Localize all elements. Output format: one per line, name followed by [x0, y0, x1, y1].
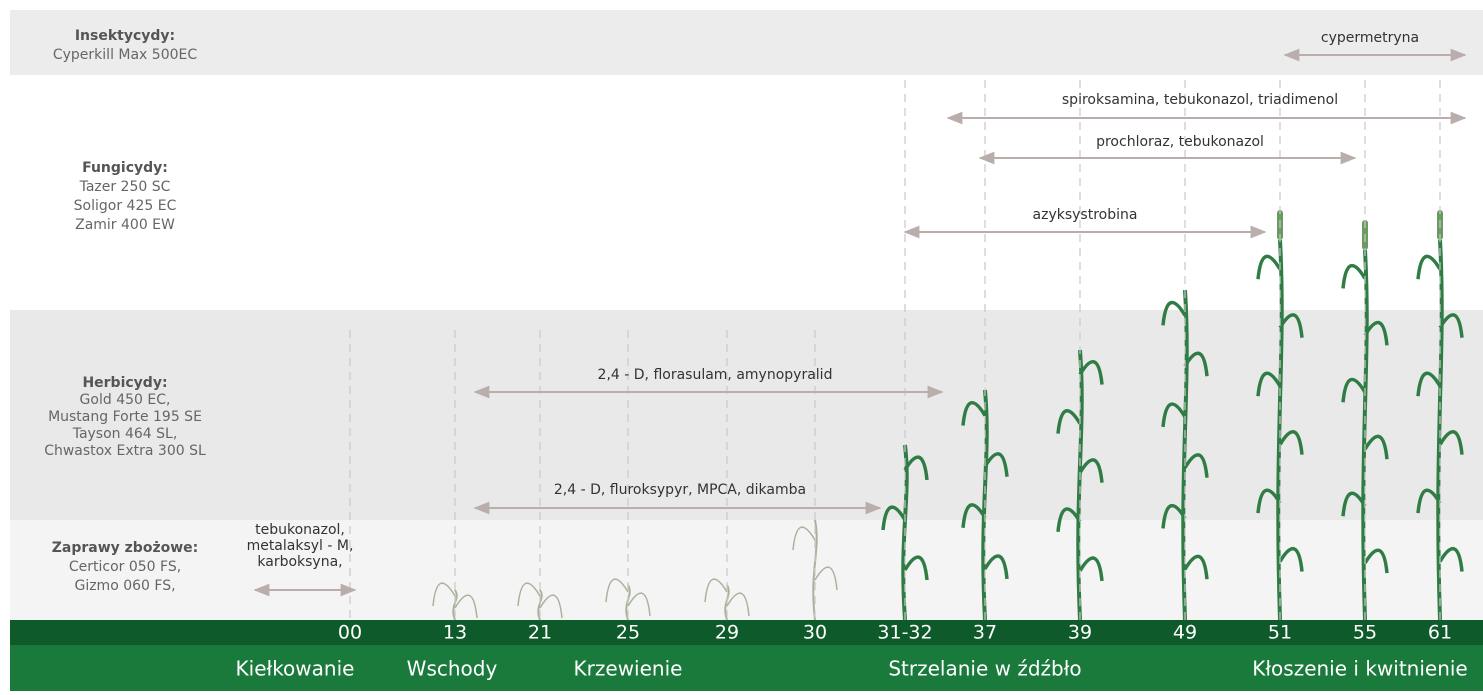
stage-label: 37: [973, 622, 997, 644]
stage-label: 30: [803, 622, 827, 644]
phase-label: Wschody: [407, 657, 498, 681]
diagram: Insektycydy: Cyperkill Max 500EC Fungicydy…: [0, 0, 1483, 691]
stage-bar: [10, 620, 1483, 645]
stage-label: 61: [1428, 622, 1452, 644]
phase-label: Kłoszenie i kwitnienie: [1252, 657, 1467, 681]
arrow-label: azyksystrobina: [1033, 207, 1138, 223]
group-product: Soligor 425 EC: [74, 198, 177, 214]
band-insecticides: [10, 10, 1483, 75]
band-seed: [10, 520, 1483, 620]
phase-label: Kiełkowanie: [236, 657, 355, 681]
phase-label: Strzelanie w źdźbło: [888, 657, 1081, 681]
stage-label: 29: [715, 622, 739, 644]
group-product: Tayson 464 SL,: [72, 426, 178, 442]
group-title: Insektycydy:: [75, 28, 175, 44]
stage-label: 39: [1068, 622, 1092, 644]
arrow-label: karboksyna,: [257, 554, 342, 570]
phase-label: Krzewienie: [574, 657, 683, 681]
arrow-label: tebukonazol,: [255, 522, 345, 538]
stage-label: 55: [1353, 622, 1377, 644]
stage-label: 25: [616, 622, 640, 644]
group-product: Certicor 050 FS,: [69, 559, 181, 575]
group-title: Herbicydy:: [82, 375, 167, 391]
stage-label: 51: [1268, 622, 1292, 644]
stage-label: 00: [338, 622, 362, 644]
stage-label: 31-32: [877, 622, 932, 644]
stage-label: 21: [528, 622, 552, 644]
arrow-label: cypermetryna: [1321, 30, 1419, 46]
group-product: Gizmo 060 FS,: [74, 578, 175, 594]
group-product: Cyperkill Max 500EC: [53, 47, 198, 63]
arrow-label: spiroksamina, tebukonazol, triadimenol: [1062, 92, 1338, 108]
arrow-label: metalaksyl - M,: [247, 538, 354, 554]
group-product: Tazer 250 SC: [79, 179, 171, 195]
group-product: Mustang Forte 195 SE: [48, 409, 202, 425]
band-fungicides: [10, 75, 1483, 310]
group-product: Chwastox Extra 300 SL: [44, 443, 206, 459]
group-product: Gold 450 EC,: [80, 392, 171, 408]
stage-label: 49: [1173, 622, 1197, 644]
arrow-label: prochloraz, tebukonazol: [1096, 134, 1264, 150]
group-title: Fungicydy:: [82, 160, 168, 176]
stage-label: 13: [443, 622, 467, 644]
group-title: Zaprawy zbożowe:: [52, 540, 199, 556]
group-product: Zamir 400 EW: [75, 217, 175, 233]
arrow-label: 2,4 - D, florasulam, amynopyralid: [598, 367, 833, 383]
arrow-label: 2,4 - D, fluroksypyr, MPCA, dikamba: [554, 482, 806, 498]
